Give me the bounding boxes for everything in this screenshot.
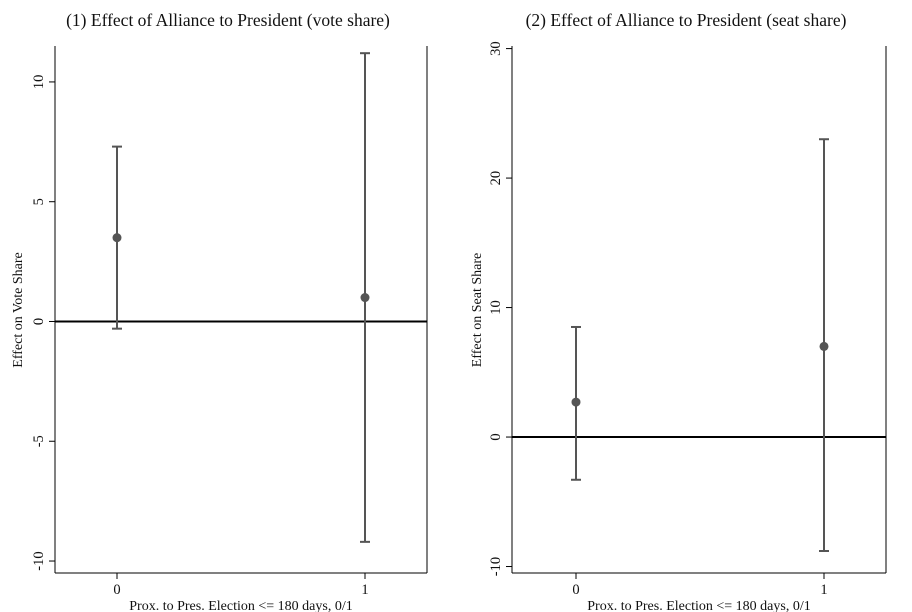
point-estimate-0	[571, 397, 581, 407]
y-tick-label: 5	[31, 198, 47, 205]
y-tick-label: -10	[31, 551, 47, 570]
point-estimate-0	[112, 233, 122, 243]
y-axis-label: Effect on Vote Share	[11, 252, 26, 367]
plot-area: 30 20 10 0 -10 0 1	[488, 41, 887, 598]
panel-seat-share: (2) Effect of Alliance to President (sea…	[470, 10, 887, 612]
x-tick-label: 1	[361, 582, 368, 598]
y-axis-label: Effect on Seat Share	[470, 253, 485, 367]
y-tick-label: 20	[488, 171, 504, 186]
plot-area: 10 5 0 -5 -10 0 1	[31, 46, 428, 598]
y-tick-label: 10	[488, 300, 504, 315]
x-tick-label: 0	[572, 582, 579, 598]
y-tick-label: -10	[488, 557, 504, 576]
point-estimate-1	[819, 341, 829, 351]
x-axis-label: Prox. to Pres. Election <= 180 days, 0/1	[587, 599, 810, 612]
y-tick-label: 30	[488, 41, 504, 56]
chart-title: (1) Effect of Alliance to President (vot…	[66, 10, 390, 30]
x-axis-label: Prox. to Pres. Election <= 180 days, 0/1	[129, 599, 352, 612]
y-tick-label: 10	[31, 75, 47, 90]
point-estimate-1	[360, 293, 370, 303]
x-tick-label: 0	[113, 582, 120, 598]
y-tick-label: 0	[31, 318, 47, 325]
y-tick-label: -5	[31, 435, 47, 447]
panel-vote-share: (1) Effect of Alliance to President (vot…	[11, 10, 428, 612]
x-tick-label: 1	[820, 582, 827, 598]
chart-title: (2) Effect of Alliance to President (sea…	[526, 10, 847, 30]
y-tick-label: 0	[488, 433, 504, 440]
